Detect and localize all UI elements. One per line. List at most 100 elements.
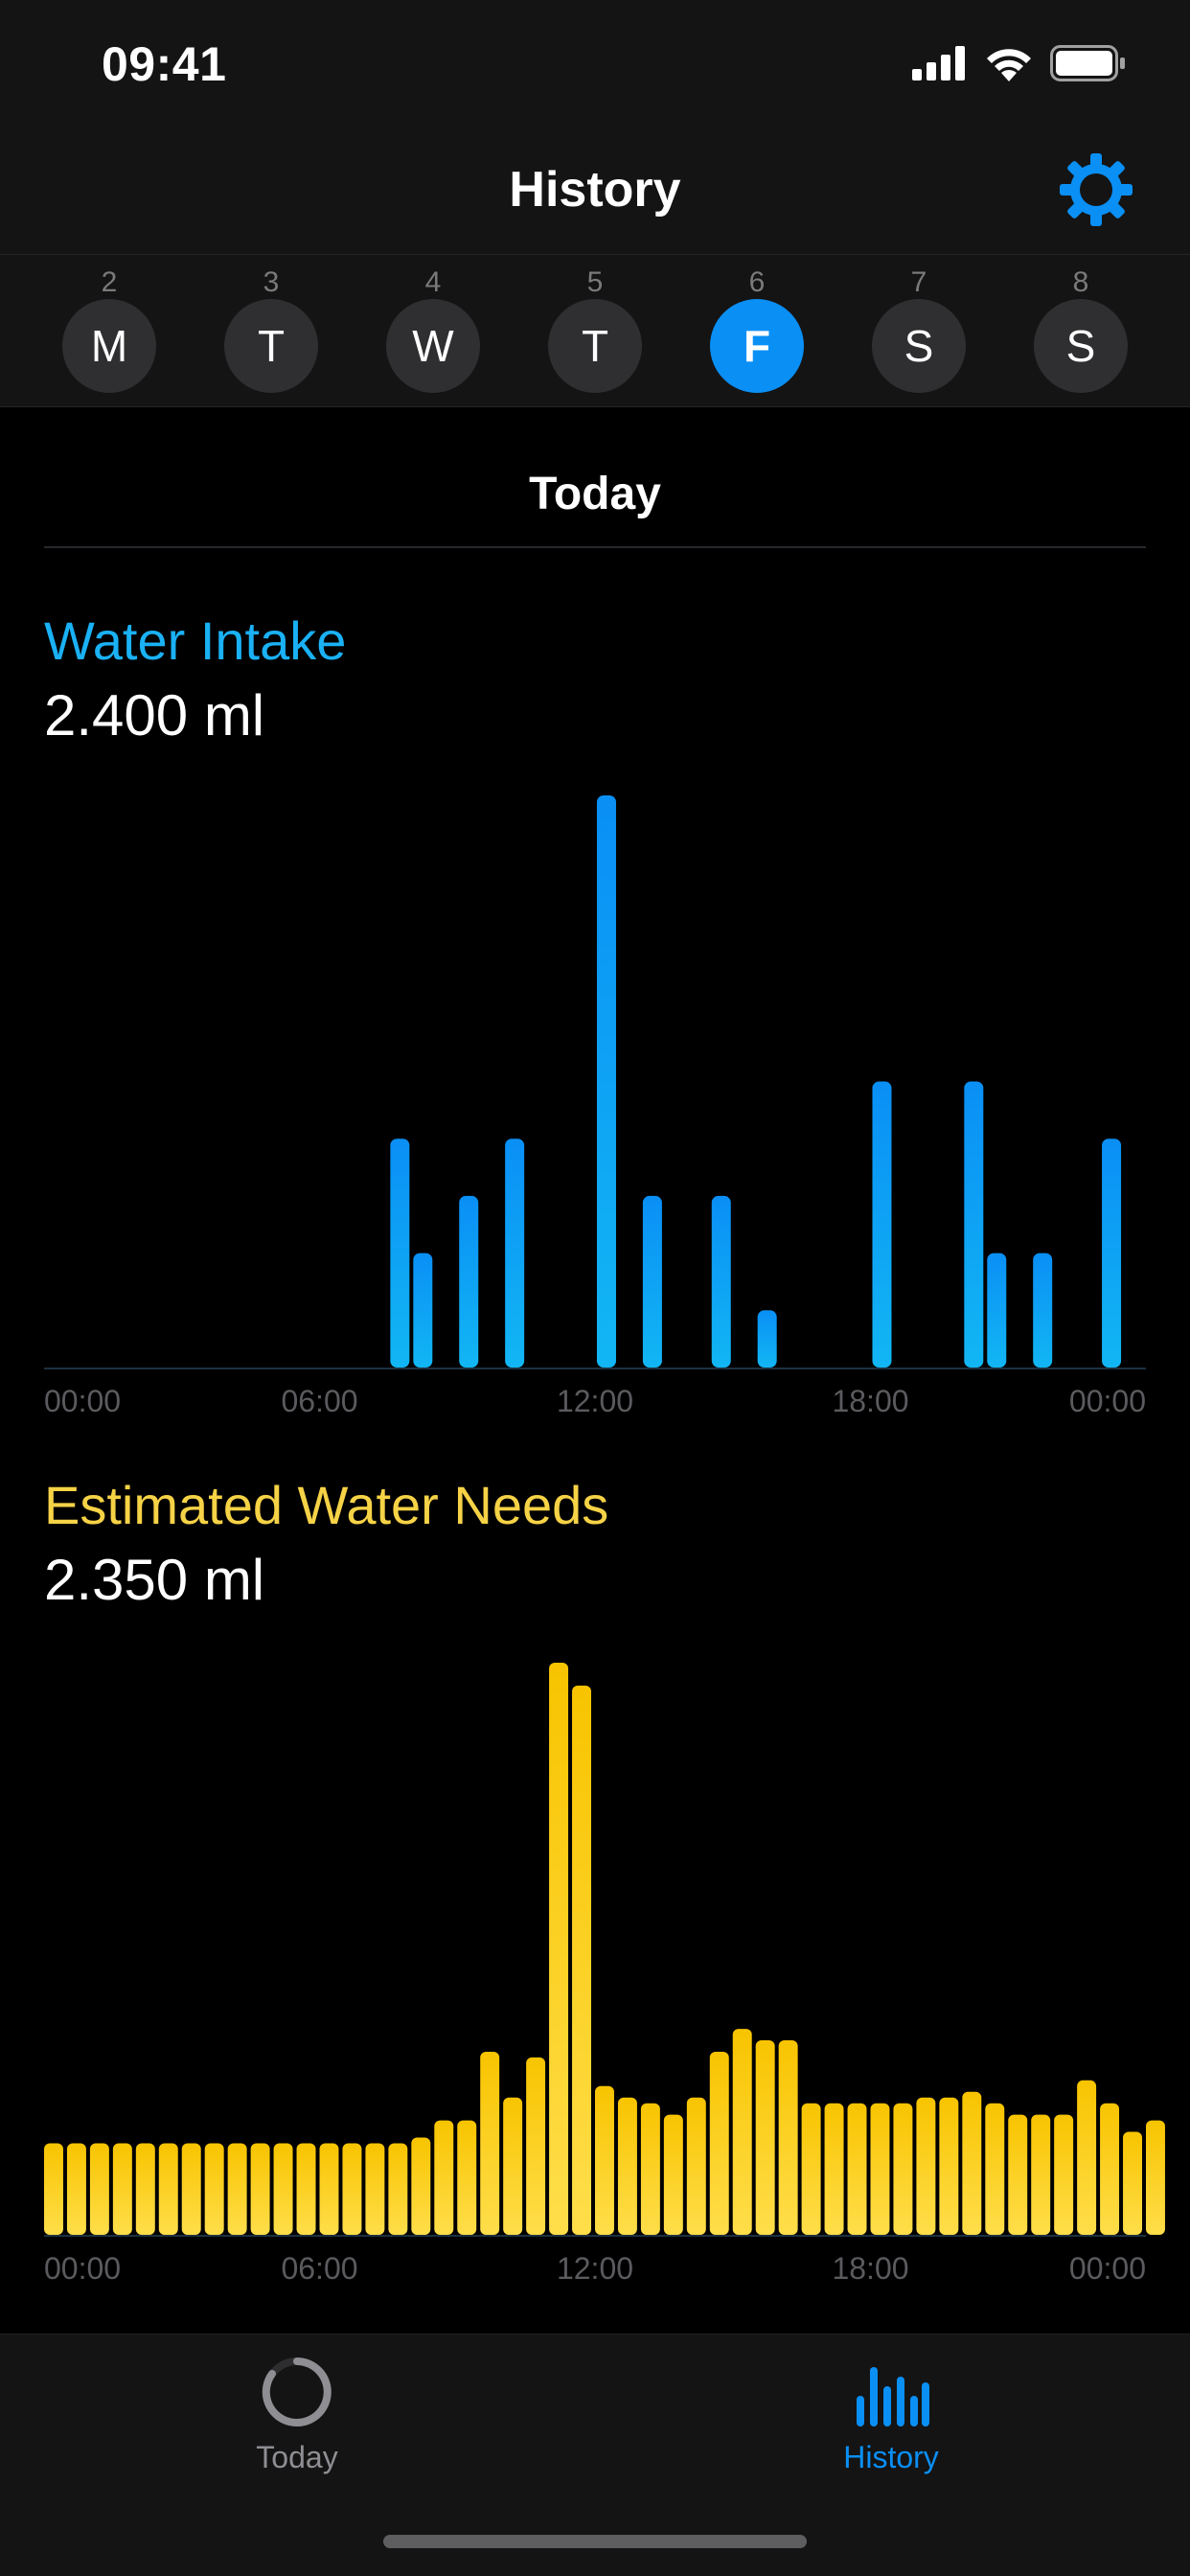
day-number: 2 [101,266,118,298]
day-number: 5 [586,266,604,298]
intake-x-tick-label: 00:00 [1069,1384,1146,1418]
needs-bar [388,2143,408,2235]
needs-bar [847,2103,867,2235]
tab-today[interactable]: Today [172,2354,422,2497]
day-saturday[interactable]: 7 S [866,255,972,408]
day-letter: F [710,299,804,393]
needs-bar [663,2114,683,2235]
day-thursday[interactable]: 5 T [542,255,648,408]
needs-bar [962,2091,982,2235]
needs-bar [158,2143,178,2235]
intake-bar [757,1310,777,1368]
intake-label: Water Intake [44,610,347,671]
needs-bar [457,2120,477,2235]
needs-bar [319,2143,339,2235]
tab-label: Today [256,2440,338,2474]
needs-bar [204,2143,224,2235]
needs-value: 2.350 ml [44,1548,265,1612]
day-wednesday[interactable]: 4 W [380,255,486,408]
day-sunday[interactable]: 8 S [1028,255,1133,408]
needs-bar [135,2143,155,2235]
intake-x-tick-label: 00:00 [44,1384,121,1418]
status-bar: 09:41 [0,0,1190,125]
needs-bar [755,2040,775,2235]
intake-value: 2.400 ml [44,683,265,748]
needs-x-tick-label: 00:00 [1069,2251,1146,2286]
needs-bar [342,2143,362,2235]
needs-bar [709,2051,729,2235]
battery-icon [1050,45,1125,81]
day-letter: W [386,299,480,393]
intake-x-tick-label: 06:00 [281,1384,357,1418]
needs-bar [595,2085,614,2235]
intake-bar [413,1253,433,1368]
needs-bar [1031,2114,1051,2235]
needs-bar [549,1663,569,2235]
needs-bar [916,2097,936,2235]
week-day-selector: 2 M 3 T 4 W 5 T 6 F 7 S 8 S [0,254,1190,407]
intake-bar [505,1138,525,1368]
needs-bar [1146,2120,1165,2235]
day-number: 3 [263,266,280,298]
needs-bar [434,2120,454,2235]
intake-bar [987,1253,1007,1368]
cellular-signal-icon [912,46,965,80]
needs-bar [617,2097,637,2235]
needs-bar [893,2103,913,2235]
intake-x-tick-label: 12:00 [557,1384,633,1418]
needs-bar [640,2103,660,2235]
navigation-bar: History [0,125,1190,254]
needs-bar [732,2029,752,2235]
day-number: 7 [910,266,927,298]
section-title: Today [529,469,661,519]
intake-bar [642,1195,662,1368]
day-number: 6 [748,266,766,298]
needs-bar [250,2143,270,2235]
status-icons [912,42,1127,84]
intake-bar [390,1138,410,1368]
intake-bar [459,1195,479,1368]
intake-bar [1102,1138,1122,1368]
intake-bar [964,1081,984,1368]
needs-x-tick-label: 06:00 [281,2251,357,2286]
intake-bar [872,1081,892,1368]
needs-bar [801,2103,821,2235]
ring-icon [262,2358,332,2426]
day-tuesday[interactable]: 3 T [218,255,324,408]
tab-label: History [843,2440,939,2474]
intake-bar [711,1195,731,1368]
day-letter: S [1034,299,1128,393]
needs-bar [365,2143,385,2235]
wifi-icon [987,49,1031,81]
needs-bar [1123,2131,1142,2235]
tab-history[interactable]: History [767,2354,1016,2497]
day-monday[interactable]: 2 M [57,255,162,408]
bar-chart-icon [857,2367,929,2426]
needs-bar [503,2097,523,2235]
needs-bar [1077,2080,1097,2235]
needs-bar [778,2040,798,2235]
intake-chart: 00:00 06:00 12:00 18:00 00:00 [0,776,1190,1418]
needs-bar [411,2137,431,2235]
needs-bar [273,2143,293,2235]
day-letter: T [224,299,318,393]
day-number: 4 [424,266,442,298]
needs-chart: 00:00 06:00 12:00 18:00 00:00 [0,1644,1190,2286]
needs-bar [112,2143,132,2235]
needs-bar [66,2143,86,2235]
intake-bar [1033,1253,1053,1368]
needs-bar [824,2103,844,2235]
needs-label: Estimated Water Needs [44,1475,609,1535]
day-friday[interactable]: 6 F [704,255,810,408]
needs-bar [526,2057,546,2235]
home-indicator [383,2535,807,2548]
gear-icon[interactable] [1058,151,1134,228]
needs-x-tick-label: 00:00 [44,2251,121,2286]
needs-x-tick-label: 12:00 [557,2251,633,2286]
day-number: 8 [1072,266,1089,298]
needs-bar [480,2051,500,2235]
needs-bar [686,2097,706,2235]
needs-bar [89,2143,109,2235]
day-letter: S [872,299,966,393]
needs-bar [985,2103,1005,2235]
